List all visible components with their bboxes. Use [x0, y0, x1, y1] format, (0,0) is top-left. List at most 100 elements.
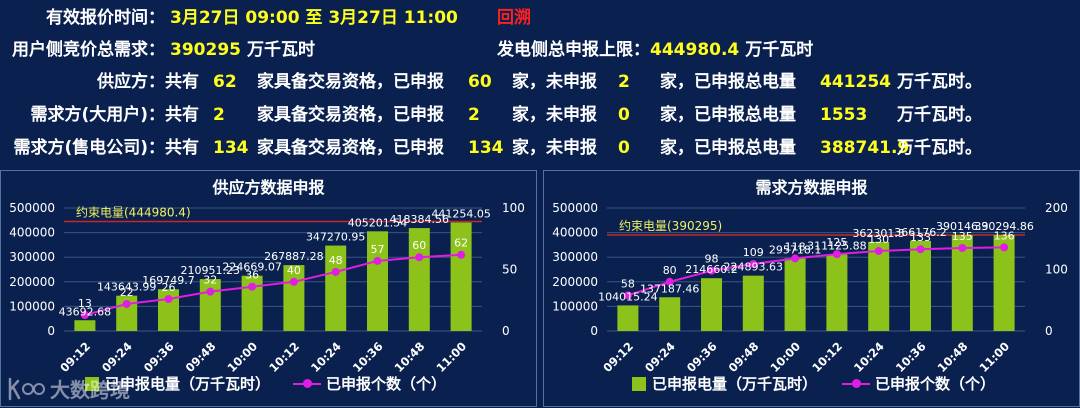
- bid-time-label: 有效报价时间：: [46, 8, 165, 28]
- point-value-label: 40: [287, 264, 301, 277]
- count-point: [164, 295, 173, 304]
- count-point: [289, 277, 298, 286]
- replay-link[interactable]: 回溯: [497, 8, 531, 28]
- line-swatch-icon: [293, 378, 321, 388]
- bar-value-label: 366176.2: [894, 226, 947, 239]
- bar-value-label: 418384.56: [390, 213, 450, 226]
- y-right-tick-label: 100: [502, 201, 525, 215]
- point-value-label: 62: [454, 237, 468, 250]
- bar-value-label: 43692.68: [59, 305, 112, 318]
- point-value-label: 58: [621, 277, 635, 290]
- bar-value-label: 390146.3: [936, 220, 989, 233]
- total-energy: 441254: [820, 72, 891, 92]
- undeclared-text: 家，已申报总电量: [660, 138, 796, 158]
- y-left-tick-label: 500000: [552, 201, 598, 215]
- line-swatch-icon: [842, 378, 870, 388]
- bar: [701, 278, 722, 331]
- constraint-label: 约束电量(390295): [619, 218, 722, 233]
- bar: [325, 245, 347, 331]
- y-right-tick-label: 100: [1045, 263, 1068, 277]
- qualified-text: 家具备交易资格，已申报: [257, 72, 444, 92]
- bar-value-label: 143643.99: [97, 281, 157, 294]
- bar: [199, 279, 221, 331]
- bid-time-row: 有效报价时间： 3月27日 09:00 至 3月27日 11:00 回溯: [0, 7, 1080, 29]
- legend-label: 已申报电量（万千瓦时）: [652, 375, 818, 393]
- count-point: [415, 253, 424, 262]
- bar-value-label: 311125.88: [807, 239, 867, 252]
- point-value-label: 98: [705, 253, 719, 266]
- x-tick-label: 10:12: [266, 339, 302, 375]
- count-point: [707, 266, 716, 275]
- bar-value-label: 137187.46: [640, 282, 700, 295]
- point-value-label: 32: [203, 274, 217, 287]
- bar-value-label: 214660.2: [685, 263, 738, 276]
- participant-row-retailers: 需求方(售电公司)： 共有 134 家具备交易资格，已申报 134 家，未申报 …: [0, 137, 1080, 159]
- x-tick-label: 11:00: [976, 339, 1012, 375]
- supply-cap-group: 发电侧总申报上限：444980.4 万千瓦时: [497, 39, 813, 61]
- supply-cap-unit: 万千瓦时: [745, 40, 814, 60]
- point-value-label: 48: [329, 254, 343, 267]
- legend-item-declared-count[interactable]: 已申报个数（个）: [842, 373, 995, 394]
- bar: [826, 254, 848, 331]
- declared-count: 60: [468, 72, 492, 92]
- count-point: [331, 267, 340, 276]
- qualified-text: 家具备交易资格，已申报: [257, 138, 444, 158]
- bar: [241, 275, 263, 331]
- bar: [74, 320, 96, 331]
- bar: [367, 231, 388, 331]
- legend-item-declared-energy[interactable]: 已申报电量（万千瓦时）: [632, 373, 817, 394]
- point-value-label: 22: [120, 286, 134, 299]
- bar-value-label: 104015.24: [598, 290, 658, 303]
- count-point: [832, 250, 841, 259]
- count-point: [665, 277, 674, 286]
- supply-chart-panel: 供应方数据申报 0 100000 200000 300000 400000 500000 0…: [0, 170, 537, 407]
- chart-title: 供应方数据申报: [212, 178, 325, 197]
- line-dot-icon: [303, 378, 312, 388]
- count-point: [791, 254, 800, 263]
- y-right-tick-label: 0: [502, 324, 510, 338]
- x-tick-label: 10:12: [809, 339, 845, 375]
- y-right-tick-label: 200: [1045, 201, 1068, 215]
- count-point: [874, 247, 883, 256]
- point-value-label: 80: [663, 264, 677, 277]
- row-prefix: 共有: [165, 72, 199, 92]
- x-tick-label: 10:24: [851, 339, 887, 375]
- undeclared-text: 家，已申报总电量: [660, 72, 796, 92]
- point-value-label: 125: [826, 236, 847, 249]
- row-label: 需求方(大用户)：: [30, 105, 165, 125]
- demand-group: 390295 万千瓦时: [170, 39, 315, 61]
- y-left-tick-label: 0: [590, 324, 598, 338]
- declared-text: 家，未申报: [512, 105, 597, 125]
- constraint-label: 约束电量(444980.4): [76, 205, 191, 220]
- y-left-tick-label: 400000: [9, 226, 55, 240]
- count-point: [916, 245, 925, 254]
- point-value-label: 118: [785, 240, 806, 253]
- undeclared-count: 0: [618, 105, 630, 125]
- declared-text: 家，未申报: [512, 138, 597, 158]
- y-left-tick-label: 0: [47, 324, 55, 338]
- y-left-tick-label: 500000: [9, 201, 55, 215]
- x-tick-label: 10:48: [935, 339, 971, 375]
- legend-item-declared-energy[interactable]: 已申报电量（万千瓦时）: [85, 373, 270, 394]
- x-tick-label: 10:36: [350, 339, 386, 375]
- x-tick-label: 09:12: [57, 339, 93, 375]
- count-point: [373, 256, 382, 265]
- point-value-label: 60: [412, 239, 426, 252]
- bar-swatch-icon: [632, 376, 646, 391]
- point-value-label: 109: [743, 246, 764, 259]
- count-point: [623, 291, 632, 300]
- qualified-count: 2: [213, 105, 225, 125]
- x-tick-label: 10:00: [767, 339, 803, 375]
- total-energy: 1553: [820, 105, 868, 125]
- energy-unit: 万千瓦时。: [897, 138, 982, 158]
- x-tick-label: 09:36: [684, 339, 720, 375]
- x-tick-label: 09:48: [726, 339, 762, 375]
- energy-unit: 万千瓦时。: [897, 72, 982, 92]
- legend-label: 已申报个数（个）: [875, 375, 996, 393]
- legend-item-declared-count[interactable]: 已申报个数（个）: [293, 373, 446, 394]
- bar-value-label: 224893.63: [724, 261, 784, 274]
- count-point: [749, 259, 758, 268]
- demand-label: 用户侧竞价总需求：: [12, 40, 165, 60]
- point-value-label: 57: [371, 243, 385, 256]
- line-dot-icon: [852, 378, 861, 388]
